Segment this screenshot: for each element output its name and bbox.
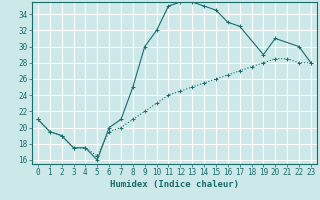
X-axis label: Humidex (Indice chaleur): Humidex (Indice chaleur): [110, 180, 239, 189]
